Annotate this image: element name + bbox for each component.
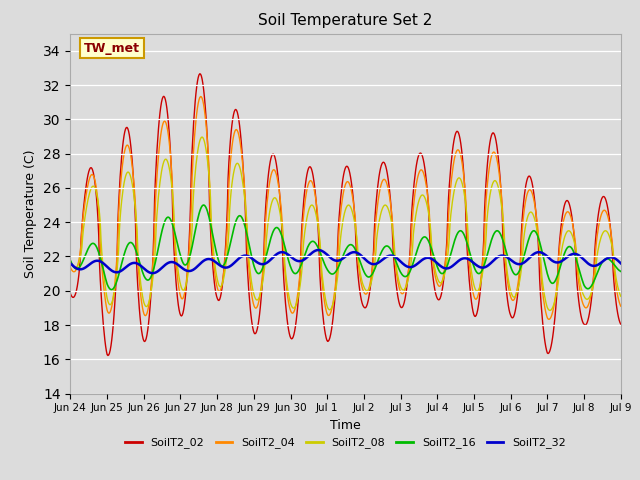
- SoilT2_32: [315, 247, 323, 253]
- SoilT2_08: [67, 259, 74, 264]
- Title: Soil Temperature Set 2: Soil Temperature Set 2: [259, 13, 433, 28]
- SoilT2_32: [67, 261, 74, 266]
- SoilT2_02: [617, 321, 625, 327]
- SoilT2_02: [104, 353, 112, 359]
- SoilT2_16: [200, 202, 207, 208]
- SoilT2_16: [134, 253, 141, 259]
- SoilT2_08: [546, 308, 554, 313]
- SoilT2_08: [133, 226, 141, 232]
- SoilT2_32: [617, 261, 625, 266]
- SoilT2_08: [413, 205, 421, 211]
- SoilT2_32: [414, 261, 422, 266]
- SoilT2_16: [220, 263, 227, 268]
- SoilT2_32: [77, 266, 84, 272]
- SoilT2_16: [67, 258, 74, 264]
- SoilT2_32: [430, 257, 438, 263]
- SoilT2_08: [219, 279, 227, 285]
- Line: SoilT2_02: SoilT2_02: [70, 74, 621, 356]
- SoilT2_04: [219, 277, 227, 283]
- SoilT2_04: [189, 159, 196, 165]
- SoilT2_08: [198, 134, 206, 140]
- Line: SoilT2_08: SoilT2_08: [70, 137, 621, 311]
- SoilT2_16: [430, 254, 438, 260]
- SoilT2_32: [133, 261, 141, 266]
- SoilT2_04: [77, 248, 84, 253]
- SoilT2_32: [219, 264, 227, 270]
- SoilT2_04: [429, 262, 437, 267]
- SoilT2_04: [545, 316, 553, 322]
- Legend: SoilT2_02, SoilT2_04, SoilT2_08, SoilT2_16, SoilT2_32: SoilT2_02, SoilT2_04, SoilT2_08, SoilT2_…: [121, 433, 570, 453]
- SoilT2_16: [77, 263, 84, 269]
- X-axis label: Time: Time: [330, 419, 361, 432]
- SoilT2_02: [414, 155, 422, 160]
- SoilT2_02: [196, 71, 204, 77]
- Line: SoilT2_04: SoilT2_04: [70, 96, 621, 319]
- Y-axis label: Soil Temperature (C): Soil Temperature (C): [24, 149, 37, 278]
- Line: SoilT2_32: SoilT2_32: [70, 250, 621, 273]
- SoilT2_16: [190, 236, 198, 242]
- SoilT2_02: [67, 291, 74, 297]
- SoilT2_16: [108, 287, 116, 292]
- SoilT2_32: [190, 266, 198, 272]
- SoilT2_08: [617, 293, 625, 299]
- Text: TW_met: TW_met: [84, 42, 140, 55]
- SoilT2_04: [196, 94, 204, 99]
- SoilT2_16: [617, 268, 625, 274]
- SoilT2_04: [133, 244, 141, 250]
- SoilT2_02: [220, 271, 227, 277]
- Line: SoilT2_16: SoilT2_16: [70, 205, 621, 289]
- SoilT2_08: [189, 203, 196, 208]
- SoilT2_04: [67, 264, 74, 270]
- SoilT2_16: [414, 245, 422, 251]
- SoilT2_02: [430, 282, 438, 288]
- SoilT2_02: [190, 120, 198, 125]
- SoilT2_02: [134, 283, 141, 289]
- SoilT2_08: [77, 254, 84, 260]
- SoilT2_04: [617, 303, 625, 309]
- SoilT2_32: [148, 270, 156, 276]
- SoilT2_08: [429, 256, 437, 262]
- SoilT2_02: [77, 254, 84, 260]
- SoilT2_04: [413, 177, 421, 182]
